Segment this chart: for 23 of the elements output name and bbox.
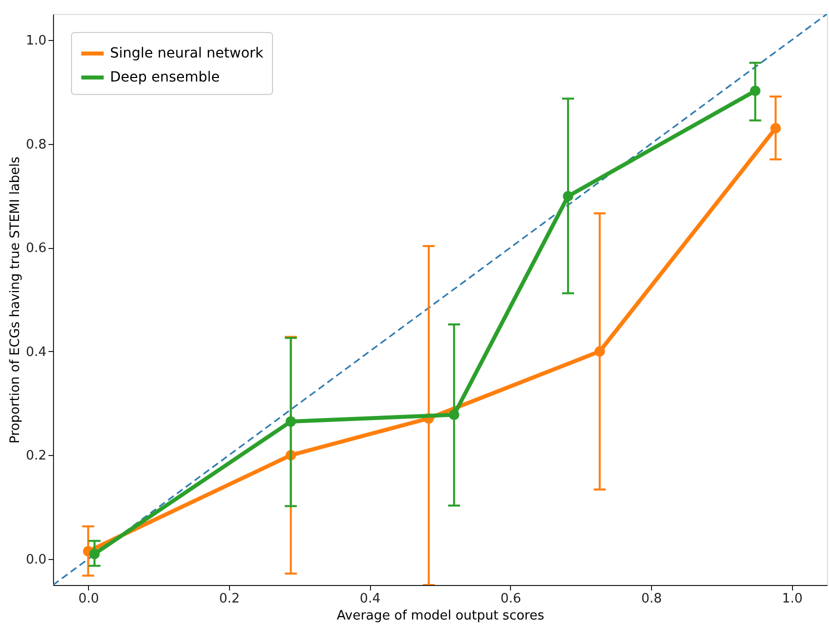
point <box>286 416 296 427</box>
y-axis-title: Proportion of ECGs having true STEMI labels <box>8 156 23 444</box>
point <box>562 190 574 202</box>
point <box>770 122 781 134</box>
point <box>89 548 100 560</box>
y-tick-label: 0.0 <box>26 552 46 568</box>
x-tick-label: 0.4 <box>360 592 380 606</box>
legend-label: Deep ensemble <box>110 70 220 86</box>
y-tick-label: 0.2 <box>26 448 46 464</box>
x-tick-label: 0.2 <box>219 592 240 606</box>
x-tick-label: 0.8 <box>641 592 662 606</box>
y-tick-label: 0.8 <box>26 137 46 152</box>
point <box>448 410 460 420</box>
legend-label: Single neural network <box>110 46 264 62</box>
x-axis-title: Average of model output scores <box>336 608 544 624</box>
x-tick-label: 0.0 <box>78 592 100 606</box>
point <box>594 346 605 357</box>
y-tick-label: 0.4 <box>26 344 46 360</box>
x-tick-label: 0.6 <box>500 592 522 606</box>
y-tick-label: 1.0 <box>26 33 46 48</box>
point <box>750 86 760 96</box>
y-tick-label: 0.6 <box>26 241 46 256</box>
x-tick-label: 1.0 <box>782 592 803 606</box>
